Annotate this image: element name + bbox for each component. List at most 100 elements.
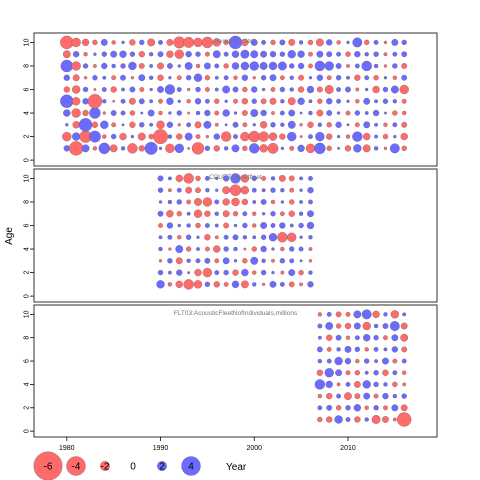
bubble-point: [280, 99, 285, 104]
bubble-point: [261, 282, 266, 287]
bubble-point: [204, 281, 211, 288]
bubble-point: [241, 198, 249, 206]
legend-label: -6: [44, 462, 53, 473]
bubble-point: [112, 99, 116, 103]
bubble-point: [233, 98, 238, 104]
x-axis: 1980 1990 2000 2010: [59, 437, 356, 452]
bubble-point: [138, 51, 145, 58]
bubble-point: [401, 63, 408, 69]
bubble-point: [184, 132, 193, 141]
bubble-point: [92, 75, 98, 81]
bubble-point: [279, 39, 286, 46]
bubble-point: [120, 98, 126, 104]
bubble-point: [334, 415, 343, 424]
bubble-point: [223, 246, 229, 252]
bubble-point: [391, 404, 399, 412]
bubble-point: [167, 176, 172, 181]
bubble-point: [317, 323, 323, 329]
bubble-point: [240, 280, 249, 289]
y-tick-label: 0: [24, 429, 31, 433]
bubble-point: [214, 87, 219, 92]
bubble-point: [249, 61, 259, 71]
bubble-point: [353, 322, 361, 330]
bubble-point: [317, 98, 323, 104]
bubble-point: [186, 211, 191, 216]
bubble-point: [251, 86, 258, 93]
bubble-point: [157, 51, 164, 58]
bubble-point: [194, 198, 202, 206]
bubble-point: [233, 134, 238, 139]
bubble-point: [232, 269, 239, 276]
bubble-point: [287, 131, 297, 142]
bubble-point: [401, 74, 408, 81]
bubble-point: [344, 145, 352, 152]
bubble-point: [280, 146, 285, 151]
bubble-point: [335, 323, 342, 329]
bubble-point: [144, 141, 158, 155]
bubble-point: [299, 111, 303, 115]
bubble-point: [204, 98, 210, 104]
bubble-point: [289, 87, 294, 92]
bubble-point: [344, 357, 352, 365]
bubble-point: [288, 210, 295, 217]
bubble-point: [111, 122, 117, 128]
bubble-point: [223, 269, 229, 276]
bubble-point: [195, 175, 201, 182]
y-tick-label: 4: [24, 382, 31, 386]
bubble-point: [195, 222, 201, 229]
bubble-point: [336, 40, 341, 45]
bubble-point: [279, 110, 285, 116]
legend-bubble: [157, 461, 167, 471]
bubble-point: [279, 51, 286, 57]
bubble-point: [231, 280, 240, 289]
bubble-point: [279, 86, 286, 93]
bubble-point: [354, 63, 360, 69]
bubble-point: [279, 75, 285, 81]
bubble-point: [242, 145, 248, 152]
bubble-point: [280, 188, 285, 193]
bubble-point: [364, 347, 369, 352]
bubble-point: [71, 37, 81, 48]
bubble-point: [346, 75, 350, 80]
bubble-point: [383, 52, 388, 57]
bubble-point: [363, 392, 371, 400]
bubble-point: [373, 51, 379, 57]
bubble-point: [158, 146, 163, 151]
bubble-point: [372, 310, 380, 319]
bubble-point: [127, 143, 138, 154]
bubble-point: [176, 133, 183, 140]
bubble-point: [158, 200, 163, 204]
bubble-point: [389, 143, 400, 154]
bubble-point: [308, 176, 313, 181]
bubble-point: [298, 74, 305, 81]
bubble-point: [374, 359, 378, 363]
bubble-point: [251, 187, 257, 193]
bubble-point: [259, 121, 268, 129]
bubble-point: [345, 134, 351, 139]
bubble-point: [92, 146, 98, 151]
bubble-point: [382, 416, 389, 423]
bubble-point: [288, 269, 296, 276]
bubble-point: [383, 76, 388, 80]
bubble-point: [140, 111, 144, 115]
bubble-point: [260, 245, 267, 253]
bubble-point: [259, 144, 268, 153]
bubble-point: [345, 311, 351, 317]
bubble-point: [270, 199, 276, 205]
panel-title: CPUETrapnetfleet: [209, 174, 262, 181]
bubble-point: [268, 61, 278, 71]
bubble-point: [73, 51, 80, 58]
bubble-point: [175, 257, 183, 265]
bubble-point: [401, 98, 407, 104]
bubble-point: [175, 174, 183, 183]
bubble-point: [382, 133, 389, 140]
bubble-point: [392, 393, 397, 399]
legend-label: 2: [159, 462, 165, 473]
bubble-point: [186, 258, 191, 263]
panel-frame: [33, 32, 438, 167]
bubble-point: [374, 122, 378, 127]
bubble-point: [193, 73, 203, 82]
bubble-point: [326, 311, 332, 317]
bubble-point: [373, 146, 379, 151]
bubble-point: [82, 86, 89, 93]
